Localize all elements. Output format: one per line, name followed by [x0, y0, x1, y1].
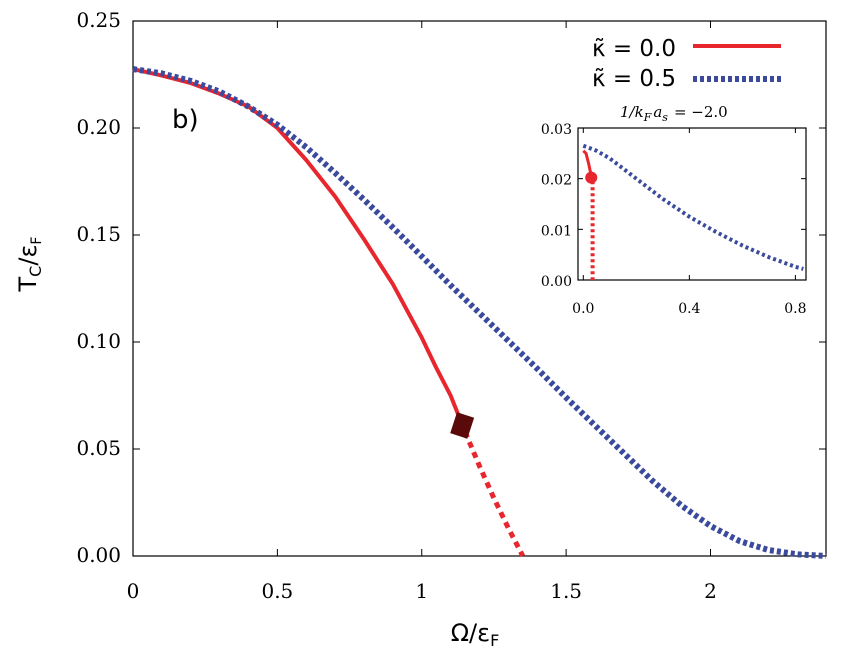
inset-x-tick-label: 0.0 — [572, 301, 594, 317]
inset-background — [518, 124, 812, 318]
main-y-tick-label: 0.15 — [76, 222, 121, 246]
main-y-tick-label: 0.05 — [76, 436, 121, 460]
inset-series-line-2 — [582, 143, 804, 271]
inset-y-tick-label: 0.02 — [541, 173, 572, 189]
inset-x-tick-label: 0.4 — [678, 301, 700, 317]
main-x-tick-label: 1.5 — [550, 579, 582, 603]
inset-transition-marker-0 — [585, 171, 598, 184]
main-plot-area: 0 0.5 1 1.5 2 0.00 0.05 0.10 0.15 0.20 0.25 — [76, 8, 827, 603]
panel-label: b) — [172, 105, 199, 135]
inset-frame — [577, 127, 807, 281]
transition-marker-0 — [450, 412, 475, 439]
main-x-tick-label: 0.5 — [261, 579, 293, 603]
main-y-tick-label: 0.25 — [76, 8, 121, 32]
main-y-tick-label: 0.10 — [76, 329, 121, 353]
series-line-2 — [132, 66, 827, 559]
main-y-tick-label: 0.00 — [76, 543, 121, 567]
inset-y-tick-label: 0.03 — [541, 122, 572, 138]
main-x-tick-label: 2 — [704, 579, 717, 603]
main-x-tick-label: 1 — [415, 579, 428, 603]
main-y-tick-label: 0.20 — [76, 115, 121, 139]
legend-label-kappa-05: κ̃ = 0.5 — [592, 66, 676, 92]
inset-plot-area: 0.0 0.4 0.8 0.00 0.01 0.02 0.03 — [518, 122, 812, 318]
inset-y-tick-label: 0.01 — [541, 223, 572, 239]
x-axis-title: Ω/εF — [451, 619, 500, 650]
inset-x-tick-label: 0.8 — [784, 301, 806, 317]
legend: κ̃ = 0.0 κ̃ = 0.5 — [592, 36, 781, 92]
inset-series-line-0 — [582, 149, 593, 177]
main-frame — [132, 20, 827, 557]
main-x-tick-label: 0 — [127, 579, 140, 603]
legend-label-kappa-0: κ̃ = 0.0 — [592, 36, 676, 62]
main-series-group — [132, 66, 827, 559]
series-line-1 — [462, 430, 526, 558]
inset-y-tick-label: 0.00 — [541, 274, 572, 290]
y-axis-title: TC/εF — [14, 237, 45, 293]
inset-series-group — [582, 143, 804, 280]
inset-title: 1/kF as = −2.0 — [620, 103, 728, 124]
